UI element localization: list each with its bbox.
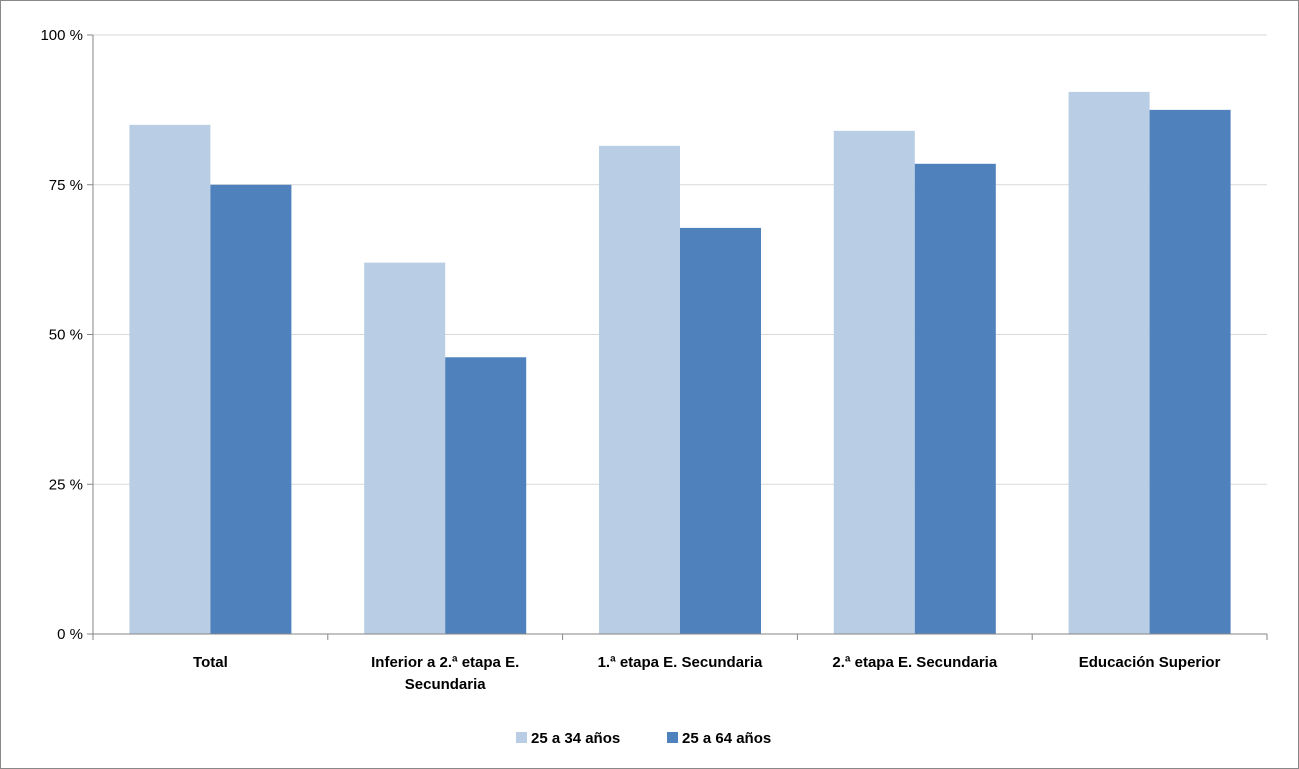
y-tick-label: 75 % [49, 177, 83, 194]
x-axis-category-labels: Total Inferior a 2.ª etapa E. Secundaria 1.… [193, 654, 1221, 693]
bar-series-2 [680, 227, 762, 635]
y-tick-label: 100 % [40, 27, 83, 44]
x-category-label: Inferior a 2.ª etapa E. [371, 654, 519, 671]
y-tick-label: 0 % [57, 626, 83, 643]
bar-series-2 [210, 184, 292, 634]
x-category-label: Secundaria [405, 676, 487, 693]
y-tick-label: 50 % [49, 327, 83, 344]
bar-series-1 [598, 145, 680, 634]
y-axis-tick-labels: 0 % 25 % 50 % 75 % 100 % [40, 27, 83, 643]
bar-series-2 [914, 163, 996, 634]
y-tick-label: 25 % [49, 476, 83, 493]
legend-label-series-1: 25 a 34 años [531, 730, 620, 747]
bars [129, 91, 1231, 635]
x-category-label: 1.ª etapa E. Secundaria [598, 654, 763, 671]
bar-series-2 [445, 357, 527, 634]
legend-swatch-series-1 [516, 732, 527, 743]
legend-label-series-2: 25 a 64 años [682, 730, 771, 747]
bar-series-1 [833, 130, 915, 634]
x-category-label: 2.ª etapa E. Secundaria [832, 654, 997, 671]
axes [87, 34, 1268, 640]
bar-series-2 [1149, 109, 1231, 634]
bar-series-1 [129, 124, 211, 634]
bar-series-1 [1068, 91, 1150, 634]
bar-series-1 [364, 262, 446, 634]
legend: 25 a 34 años 25 a 64 años [516, 730, 771, 747]
x-category-label: Total [193, 654, 228, 671]
legend-swatch-series-2 [667, 732, 678, 743]
x-category-label: Educación Superior [1079, 654, 1221, 671]
